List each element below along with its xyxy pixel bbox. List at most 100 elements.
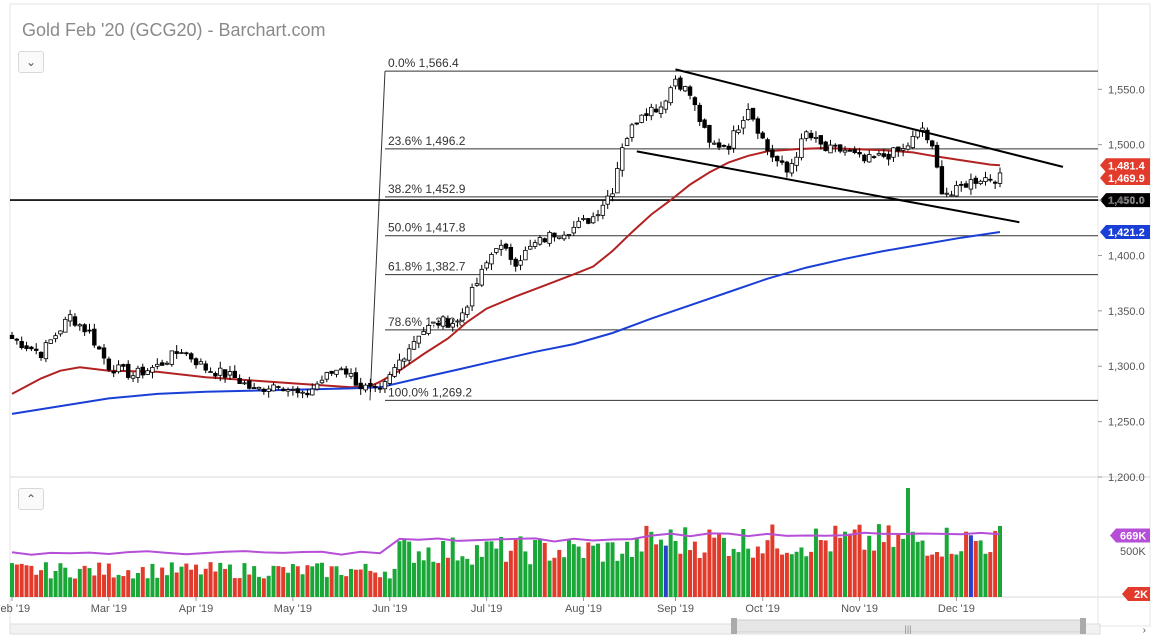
candle-down xyxy=(552,232,557,238)
volume-bar xyxy=(189,569,194,597)
volume-bar xyxy=(852,529,857,597)
volume-bar xyxy=(281,567,286,597)
moving-average-line xyxy=(11,231,1001,415)
candle-up xyxy=(954,185,959,197)
candle-down xyxy=(857,151,862,155)
y-tick-label: 1,450.0 xyxy=(1108,195,1145,207)
volume-bar xyxy=(87,568,92,597)
x-tick-label: Nov '19 xyxy=(841,603,878,615)
candle-down xyxy=(697,104,702,122)
volume-bar xyxy=(513,538,518,597)
chevron-up-icon: ⌃ xyxy=(25,492,37,506)
fib-anchor-line xyxy=(369,71,386,401)
candle-up xyxy=(53,335,58,340)
volume-bar xyxy=(751,557,755,597)
volume-bar xyxy=(14,564,19,597)
volume-bar xyxy=(349,568,354,597)
candle-up xyxy=(130,375,136,379)
candle-down xyxy=(126,363,131,378)
candle-down xyxy=(925,129,930,141)
volume-bar xyxy=(329,566,334,597)
volume-bar xyxy=(324,577,329,597)
volume-bar xyxy=(702,552,707,597)
candle-down xyxy=(82,324,87,333)
candle-down xyxy=(203,363,208,371)
candle-up xyxy=(416,335,422,344)
volume-bar xyxy=(658,539,663,597)
moving-average-line xyxy=(11,146,1001,395)
chevron-down-icon: ⌄ xyxy=(25,55,37,69)
volume-bar xyxy=(823,540,828,597)
price-label-bg xyxy=(1100,224,1150,239)
volume-bar xyxy=(24,565,29,597)
candle-down xyxy=(702,119,707,128)
candle-up xyxy=(600,204,606,216)
collapse-main-pane-button[interactable]: ⌄ xyxy=(18,51,44,73)
volume-bar xyxy=(944,527,949,597)
volume-bar xyxy=(223,568,228,597)
volume-bar xyxy=(629,556,634,597)
candle-up xyxy=(290,389,296,391)
volume-bar xyxy=(925,555,930,597)
candle-up xyxy=(983,177,988,182)
candle-up xyxy=(745,108,751,121)
volume-bar xyxy=(663,545,668,597)
volume-bar xyxy=(547,560,552,597)
volume-label-tag: 669K xyxy=(1110,528,1150,543)
volume-bar xyxy=(867,535,872,597)
candle-down xyxy=(121,364,126,367)
volume-bar xyxy=(145,578,150,597)
y-tick-label: 1,350.0 xyxy=(1108,306,1145,318)
candle-down xyxy=(261,388,267,392)
volume-bar xyxy=(828,551,833,597)
candle-up xyxy=(411,341,417,350)
volume-bar xyxy=(654,544,659,597)
volume-bar xyxy=(68,577,73,597)
volume-bar xyxy=(179,566,184,597)
volume-bar xyxy=(809,551,814,597)
volume-bar xyxy=(227,564,232,597)
candle-up xyxy=(469,287,475,307)
candle-down xyxy=(276,386,281,388)
price-label-tag: 1,469.9 xyxy=(1100,171,1150,186)
candle-down xyxy=(692,97,698,106)
volume-bar xyxy=(92,575,97,597)
candle-up xyxy=(164,362,170,365)
candle-up xyxy=(169,350,175,365)
candle-up xyxy=(402,358,407,362)
chart-scrollbar[interactable]: ||| › xyxy=(9,618,1146,636)
candle-up xyxy=(489,254,494,265)
volume-bar xyxy=(557,549,562,597)
volume-bar xyxy=(644,525,649,597)
volume-tick-label: 500K xyxy=(1120,546,1146,558)
volume-bar xyxy=(998,525,1002,597)
volume-bar xyxy=(625,541,630,597)
candle-up xyxy=(334,369,339,375)
volume-bar xyxy=(978,540,983,597)
volume-bar xyxy=(300,574,305,597)
volume-bar xyxy=(315,563,320,597)
candle-down xyxy=(823,141,828,152)
candle-down xyxy=(72,316,78,326)
candle-up xyxy=(532,242,538,247)
collapse-volume-pane-button[interactable]: ⌃ xyxy=(18,488,44,510)
candle-down xyxy=(38,351,44,359)
volume-bar xyxy=(765,540,770,597)
candle-up xyxy=(498,244,504,250)
volume-bar xyxy=(688,550,693,597)
volume-bar xyxy=(121,576,126,597)
candle-down xyxy=(765,139,770,152)
candle-up xyxy=(421,331,426,335)
candle-up xyxy=(63,318,68,333)
volume-bar xyxy=(504,561,508,597)
candle-up xyxy=(242,382,247,385)
volume-bar xyxy=(218,562,223,597)
volume-bar xyxy=(794,551,799,597)
candle-up xyxy=(813,137,819,139)
volume-bar xyxy=(518,536,523,597)
scrollbar-track xyxy=(9,623,1101,635)
candle-down xyxy=(368,382,373,387)
volume-bar xyxy=(678,553,683,597)
price-label-tag: 1,481.4 xyxy=(1100,158,1150,173)
candle-up xyxy=(804,131,809,139)
